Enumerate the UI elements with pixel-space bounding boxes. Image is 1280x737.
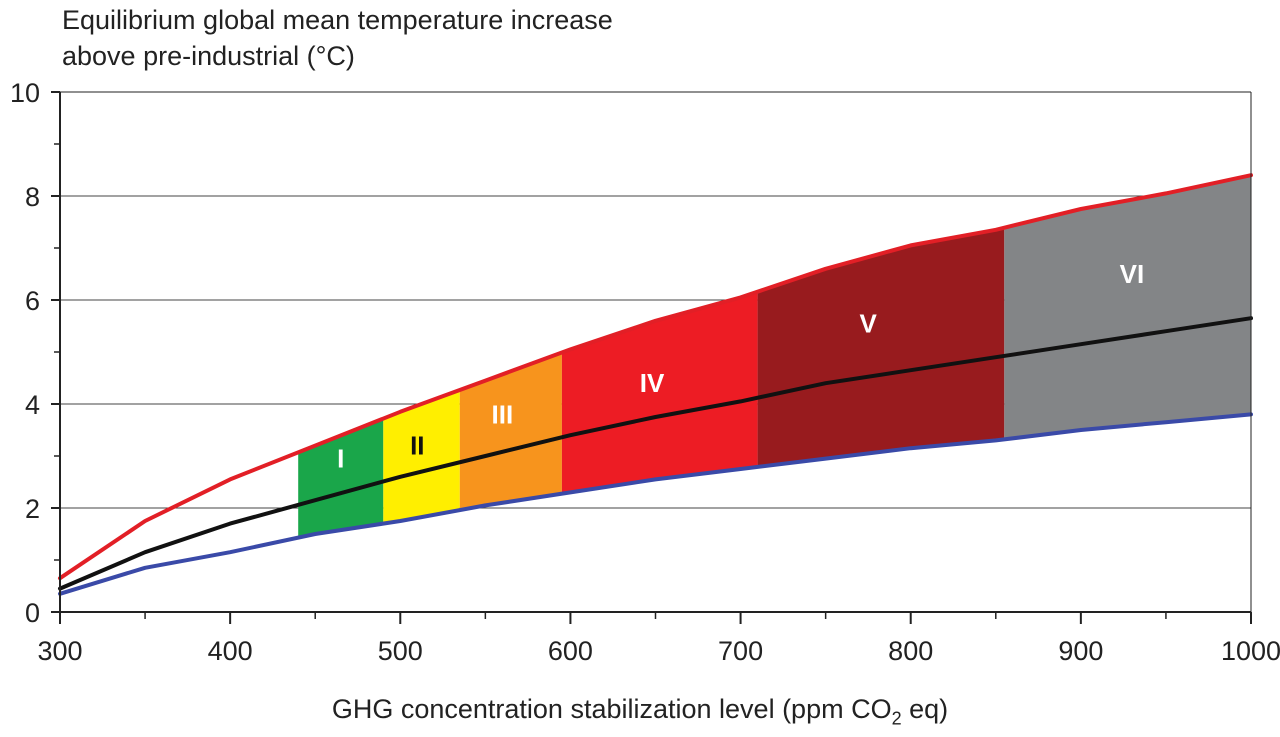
x-tick-label: 600: [548, 636, 593, 666]
category-band: [383, 390, 460, 524]
x-axis-label-end: eq): [901, 694, 949, 724]
x-tick-label: 1000: [1221, 636, 1280, 666]
y-tick-label: 10: [10, 78, 40, 108]
x-axis-label-subscript: 2: [891, 708, 902, 729]
category-label: VI: [1120, 259, 1145, 289]
x-tick-label: 400: [208, 636, 253, 666]
category-label: IV: [640, 368, 665, 398]
y-tick-label: 2: [25, 494, 40, 524]
x-axis-label-main: GHG concentration stabilization level (p…: [331, 694, 892, 724]
series-line-best: [58, 316, 1253, 591]
category-label: III: [492, 399, 514, 429]
x-tick-label: 300: [37, 636, 82, 666]
category-band: [757, 227, 1005, 467]
x-tick-label: 900: [1058, 636, 1103, 666]
category-label: I: [337, 444, 344, 474]
y-tick-label: 4: [25, 390, 40, 420]
series-line-upper: [58, 173, 1253, 581]
x-axis-label: GHG concentration stabilization level (p…: [0, 694, 1280, 729]
y-tick-label: 0: [25, 598, 40, 628]
y-axis-label-line-2: above pre-industrial (°C): [62, 41, 355, 71]
y-tick-label: 8: [25, 182, 40, 212]
x-tick-label: 700: [718, 636, 763, 666]
y-axis-label: Equilibrium global mean temperature incr…: [62, 2, 613, 74]
category-label: V: [860, 308, 878, 338]
category-band: [1004, 175, 1251, 440]
series-line-lower: [58, 412, 1253, 596]
category-band: [561, 291, 758, 494]
category-band: [459, 352, 562, 511]
category-band: [298, 418, 384, 538]
x-tick-label: 800: [888, 636, 933, 666]
category-label: II: [410, 431, 424, 461]
y-tick-label: 6: [25, 286, 40, 316]
x-tick-label: 500: [378, 636, 423, 666]
y-axis-label-line-1: Equilibrium global mean temperature incr…: [62, 5, 613, 35]
